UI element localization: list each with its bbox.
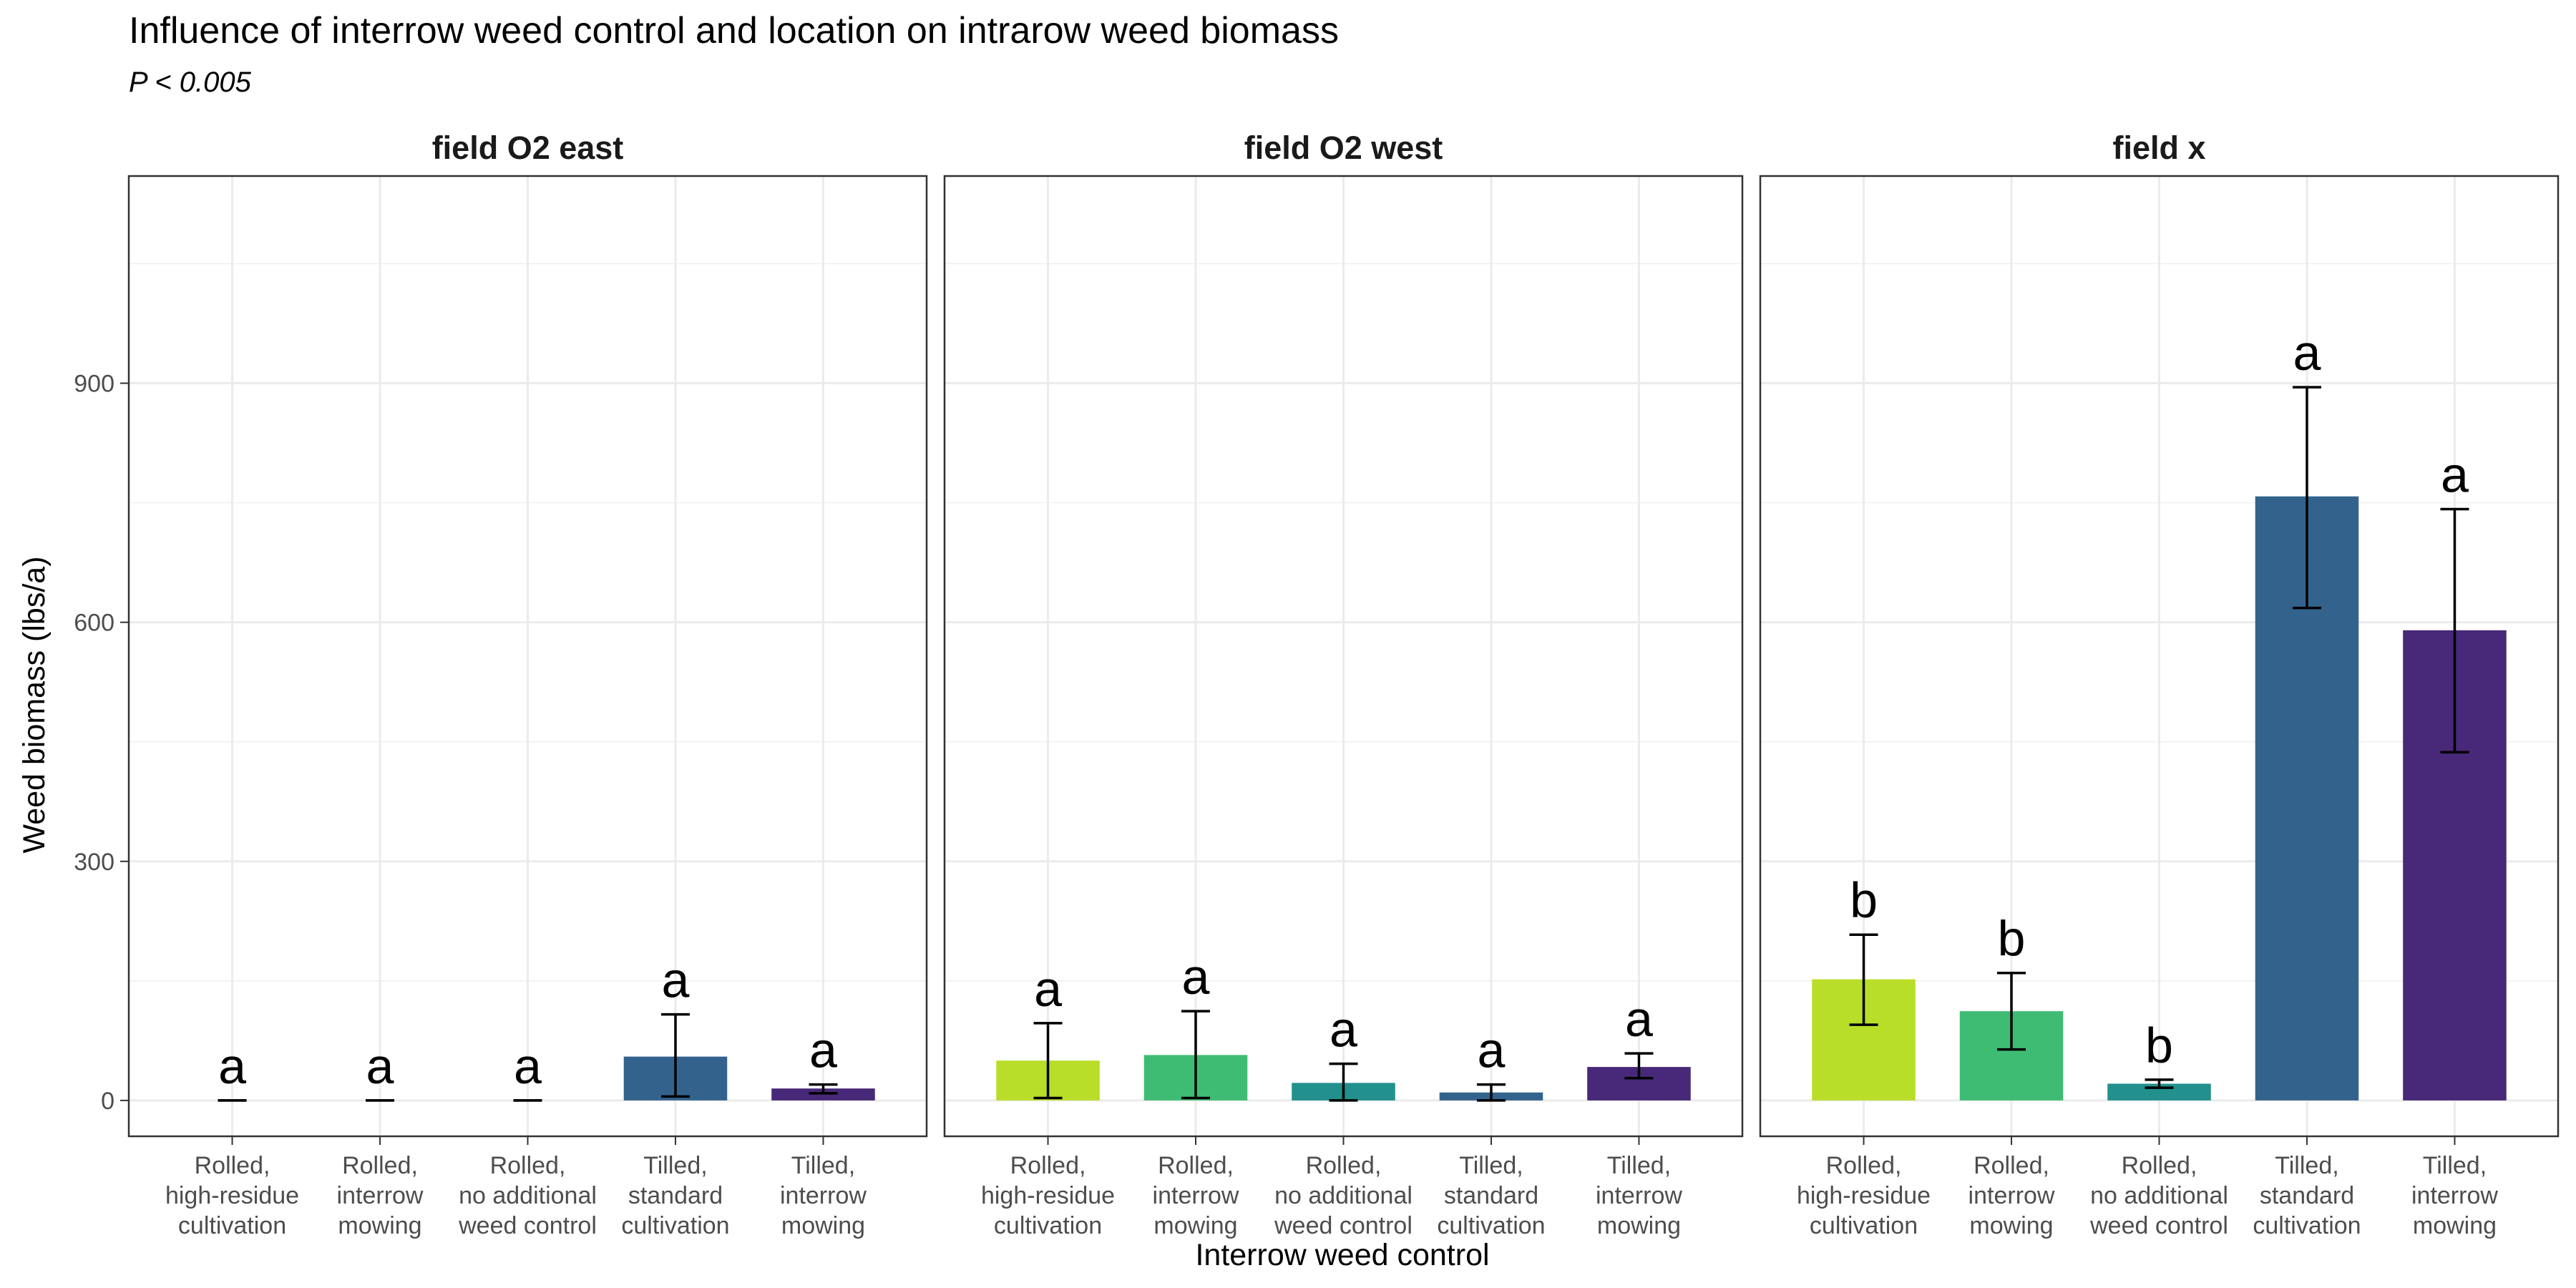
x-tick-label: Rolled, interrow mowing	[337, 1152, 424, 1239]
significance-letter: a	[809, 1023, 837, 1078]
y-tick-label: 600	[74, 610, 114, 637]
y-tick-label: 900	[74, 371, 114, 398]
x-axis-title: Interrow weed control	[1195, 1238, 1489, 1272]
x-tick-label: Tilled, interrow mowing	[780, 1152, 867, 1239]
facet-panels: field O2 east a Rolled, high-residue cultiva…	[127, 130, 2560, 1239]
x-tick-label: Tilled, standard cultivation	[621, 1152, 729, 1239]
chart-subtitle: P < 0.005	[129, 67, 252, 98]
x-tick-label: Rolled, no additional weed control	[1274, 1152, 1413, 1239]
facet-title: field x	[2112, 130, 2205, 166]
x-tick-label: Rolled, no additional weed control	[458, 1152, 597, 1239]
y-axis: 0 300 600 900	[74, 371, 129, 1115]
y-tick-label: 0	[101, 1088, 114, 1115]
x-tick-label: Rolled, high-residue cultivation	[981, 1152, 1115, 1239]
y-axis-title: Weed biomass (lbs/a)	[17, 556, 52, 853]
significance-letter: a	[514, 1038, 542, 1094]
y-tick-label: 300	[74, 849, 114, 876]
significance-letter: b	[2145, 1018, 2173, 1073]
x-tick-label: Rolled, high-residue cultivation	[1797, 1152, 1931, 1239]
panel-border	[1759, 175, 2560, 1138]
chart-title: Influence of interrow weed control and l…	[129, 10, 1339, 52]
x-tick-label: Rolled, interrow mowing	[1153, 1152, 1239, 1239]
significance-letter: b	[1850, 872, 1878, 928]
x-tick-label: Tilled, standard cultivation	[2253, 1152, 2361, 1239]
significance-letter: a	[366, 1038, 394, 1094]
significance-letter: a	[1478, 1023, 1506, 1078]
significance-letter: a	[2293, 325, 2321, 381]
significance-letter: a	[1625, 991, 1653, 1047]
x-tick-label: Tilled, interrow mowing	[2411, 1152, 2498, 1239]
bar	[2107, 1083, 2211, 1101]
significance-letter: a	[218, 1038, 246, 1094]
facet-title: field O2 east	[432, 130, 624, 166]
x-tick-label: Rolled, no additional weed control	[2089, 1152, 2228, 1239]
significance-letter: a	[1330, 1002, 1357, 1058]
significance-letter: a	[1034, 961, 1062, 1017]
panel-border	[127, 175, 928, 1138]
significance-letter: a	[2441, 447, 2469, 503]
x-tick-label: Tilled, interrow mowing	[1596, 1152, 1682, 1239]
facet-panel: field O2 west a Rolled, high-residue cultiva…	[943, 130, 1744, 1239]
x-tick-label: Rolled, interrow mowing	[1968, 1152, 2055, 1239]
significance-letter: b	[1998, 911, 2026, 967]
x-tick-label: Tilled, standard cultivation	[1437, 1152, 1545, 1239]
significance-letter: a	[1182, 949, 1210, 1005]
x-tick-label: Rolled, high-residue cultivation	[165, 1152, 299, 1239]
panel-border	[943, 175, 1744, 1138]
facet-panel: field x b Rolled, high-residue cultivation b R…	[1759, 130, 2560, 1239]
significance-letter: a	[662, 952, 690, 1008]
facet-panel: field O2 east a Rolled, high-residue cultiva…	[127, 130, 928, 1239]
facet-title: field O2 west	[1244, 130, 1443, 166]
